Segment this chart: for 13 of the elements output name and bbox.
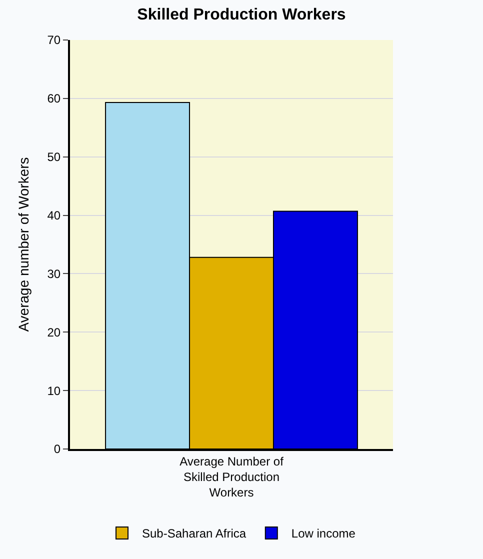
y-tick-label: 50 xyxy=(47,150,61,164)
y-axis-title: Average number of Workers xyxy=(15,157,32,332)
y-tick-label: 40 xyxy=(47,208,61,222)
y-tick-label: 10 xyxy=(47,384,61,398)
y-tick-label: 30 xyxy=(47,266,61,281)
y-tick-label: 20 xyxy=(47,325,61,340)
y-tick-label: 60 xyxy=(47,92,61,106)
y-tick-label: 0 xyxy=(54,442,61,456)
x-tick-label: Average Number of Skilled Production Workers xyxy=(180,454,284,500)
chart-title: Skilled Production Workers xyxy=(137,6,346,24)
y-tick-label: 70 xyxy=(47,33,61,48)
legend-label: Low income xyxy=(291,526,356,541)
legend-label: Sub-Saharan Africa xyxy=(142,526,246,541)
